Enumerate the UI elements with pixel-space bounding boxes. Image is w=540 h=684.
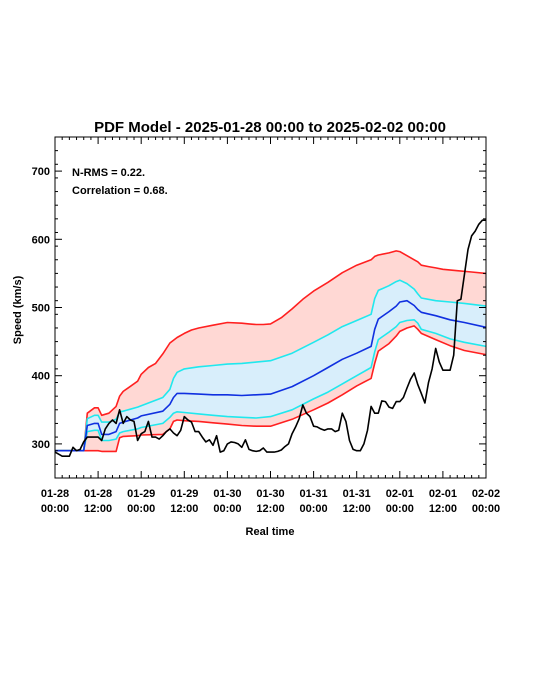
x-tick-label-time: 12:00 (256, 503, 284, 515)
band-fills (55, 250, 486, 452)
x-tick-label-date: 01-28 (41, 488, 69, 500)
x-tick-label-time: 00:00 (41, 503, 69, 515)
series-line-outer-lower (55, 325, 487, 453)
y-tick-label: 600 (32, 234, 50, 246)
y-axis-label: Speed (km/s) (12, 275, 24, 344)
y-tick-label: 700 (32, 166, 50, 178)
series-line-outer-upper (55, 250, 487, 452)
x-tick-label-date: 01-28 (84, 488, 112, 500)
inner-band-fill (55, 280, 486, 451)
x-tick-label-time: 00:00 (127, 503, 155, 515)
x-tick-label-time: 00:00 (472, 503, 500, 515)
x-tick-label-date: 01-29 (127, 488, 155, 500)
series-line-inner-lower (55, 318, 487, 452)
series-lines (54, 219, 487, 458)
x-tick-labels: 01-28 00:00 01-28 12:00 01-29 00:00 01-29 12:00… (41, 488, 500, 515)
x-tick-label-date: 01-29 (170, 488, 198, 500)
x-tick-label-time: 00:00 (386, 503, 414, 515)
x-tick-label-date: 01-31 (343, 488, 371, 500)
nrms-annotation: N-RMS = 0.22. (72, 167, 145, 179)
x-tick-label-time: 12:00 (343, 503, 371, 515)
axis-ticks (54, 137, 487, 478)
y-tick-label: 400 (32, 371, 50, 383)
x-tick-label-date: 02-01 (386, 488, 414, 500)
x-tick-label-date: 01-30 (256, 488, 284, 500)
x-tick-label-time: 00:00 (300, 503, 328, 515)
series-line-median (55, 299, 487, 452)
y-tick-labels: 300 400 500 600 700 (32, 166, 50, 451)
correlation-annotation: Correlation = 0.68. (72, 185, 168, 197)
x-tick-label-date: 02-02 (472, 488, 500, 500)
x-tick-label-time: 12:00 (429, 503, 457, 515)
y-tick-label: 300 (32, 439, 50, 451)
series-line-inner-upper (55, 279, 487, 452)
y-tick-label: 500 (32, 303, 50, 315)
chart-title: PDF Model - 2025-01-28 00:00 to 2025-02-… (94, 119, 446, 136)
x-tick-label-time: 00:00 (213, 503, 241, 515)
x-tick-label-date: 01-31 (300, 488, 328, 500)
x-axis-label: Real time (246, 526, 295, 538)
x-tick-label-date: 01-30 (213, 488, 241, 500)
x-tick-label-time: 12:00 (170, 503, 198, 515)
series-line-observed (54, 219, 486, 458)
x-tick-label-date: 02-01 (429, 488, 457, 500)
x-tick-label-time: 12:00 (84, 503, 112, 515)
